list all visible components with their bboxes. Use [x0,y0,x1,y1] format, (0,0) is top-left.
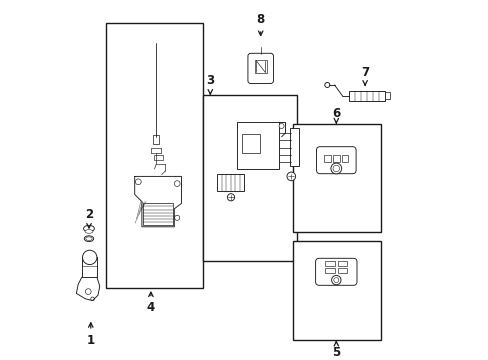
Ellipse shape [84,236,94,242]
Circle shape [91,297,94,301]
Circle shape [333,278,338,283]
Circle shape [332,165,339,172]
FancyBboxPatch shape [247,53,273,84]
Bar [142,203,173,225]
Bar [337,268,347,273]
Bar [154,155,163,160]
Circle shape [82,250,97,265]
Bar [237,122,278,169]
Text: 7: 7 [360,66,368,85]
Text: 5: 5 [331,342,340,359]
Circle shape [330,163,341,174]
Bar [332,155,339,162]
Text: 2: 2 [85,208,93,228]
Bar [325,261,334,266]
FancyBboxPatch shape [315,258,356,285]
Bar [348,91,384,101]
Circle shape [85,289,91,294]
Text: 3: 3 [206,75,214,94]
Circle shape [174,181,180,186]
Bar [341,155,347,162]
Bar [337,261,347,266]
Bar [254,60,266,73]
Bar [241,134,260,153]
Text: 4: 4 [146,292,155,314]
Circle shape [174,215,179,220]
Circle shape [324,82,329,87]
Circle shape [286,172,295,181]
Circle shape [331,275,340,285]
Text: 6: 6 [331,107,340,123]
Circle shape [135,179,141,185]
FancyBboxPatch shape [316,147,355,174]
Bar [384,92,389,99]
Bar [106,23,203,288]
Circle shape [279,123,284,129]
Bar [324,155,330,162]
Bar [325,268,334,273]
Bar [217,174,244,191]
Bar [292,124,381,232]
Bar [289,128,298,166]
Text: 1: 1 [86,323,95,347]
Circle shape [227,194,234,201]
Ellipse shape [85,237,92,240]
Ellipse shape [83,225,94,232]
Text: 8: 8 [256,13,264,35]
Bar [153,135,159,144]
Bar [82,257,97,277]
Ellipse shape [85,230,93,233]
Bar [203,95,296,261]
Bar [292,241,381,340]
